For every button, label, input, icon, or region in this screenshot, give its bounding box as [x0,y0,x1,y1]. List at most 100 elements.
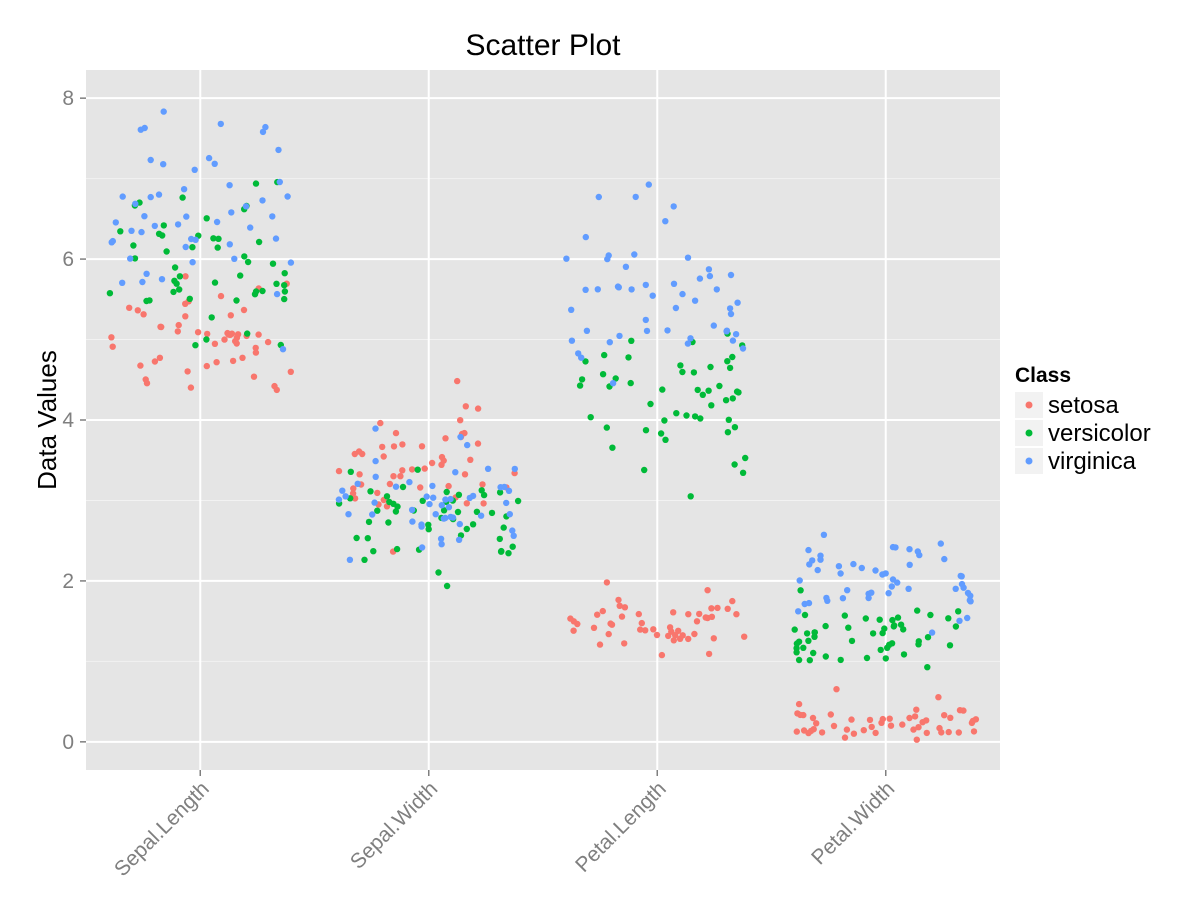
data-point [350,485,357,492]
data-point [820,531,828,538]
data-point [462,403,469,410]
data-point [941,555,948,563]
data-point [887,722,895,729]
data-point [824,597,831,604]
data-point [247,224,254,231]
data-point [367,488,374,495]
data-point [354,480,361,487]
data-point [679,632,686,639]
data-point [279,346,287,353]
data-point [705,387,712,394]
data-point [653,631,661,639]
legend-label: setosa [1048,392,1119,419]
data-point [456,520,463,528]
data-point [466,494,473,502]
data-point [742,454,749,462]
data-point [805,729,812,737]
data-point [457,433,464,441]
data-point [364,535,371,542]
data-point [371,499,378,506]
data-point [392,508,400,515]
data-point [182,243,189,251]
data-point [739,345,747,352]
data-point [970,728,978,735]
data-point [479,481,486,488]
data-point [213,218,221,226]
data-point [945,615,952,622]
data-point [417,484,424,491]
data-point [505,487,513,494]
data-point [876,616,883,623]
data-point [670,637,677,644]
data-point [729,395,736,402]
data-point [399,467,406,474]
data-point [445,504,453,511]
data-point [806,561,813,568]
data-point [157,323,164,330]
data-point [958,580,966,588]
data-point [582,286,589,293]
data-point [906,714,913,722]
data-point [632,193,639,201]
data-point [699,391,706,398]
data-point [810,649,817,657]
legend-marker [1025,457,1033,465]
data-point [599,371,607,378]
data-point [353,534,360,542]
data-point [955,729,962,736]
data-point [184,368,191,375]
data-point [399,441,406,448]
data-point [735,389,742,396]
data-point [713,286,720,293]
data-point [665,632,672,640]
data-point [183,213,190,220]
y-axis-title: Data Values [32,350,62,490]
data-point [112,219,120,226]
data-point [151,222,158,230]
data-point [850,730,858,737]
data-point [732,331,740,338]
data-point [603,424,610,431]
data-point [714,604,721,612]
data-point [866,716,874,724]
data-point [734,299,741,306]
data-point [255,331,262,338]
data-point [140,311,147,318]
data-point [229,357,237,365]
legend-marker [1025,401,1033,409]
data-point [945,728,952,736]
data-point [905,585,912,592]
data-point [818,729,826,736]
data-point [339,487,346,494]
data-point [174,328,181,335]
data-point [438,502,445,509]
data-point [885,590,892,597]
data-point [869,630,877,637]
data-point [276,178,283,186]
data-point [244,330,251,337]
data-point [342,493,349,500]
data-point [463,500,470,507]
data-point [813,720,820,727]
data-point [397,473,404,480]
data-point [822,622,829,630]
data-point [862,615,869,622]
data-point [335,467,343,475]
data-point [233,340,240,347]
data-point [810,726,817,733]
data-point [273,290,281,298]
data-point [171,264,179,271]
data-point [138,228,145,236]
data-point [442,496,449,503]
data-point [605,252,612,259]
data-point [369,511,376,518]
data-point [477,512,485,519]
data-point [888,640,896,647]
data-point [666,624,674,631]
data-point [724,429,732,436]
data-point [463,525,470,533]
data-point [910,726,917,733]
data-point [952,623,960,630]
data-point [729,337,737,344]
